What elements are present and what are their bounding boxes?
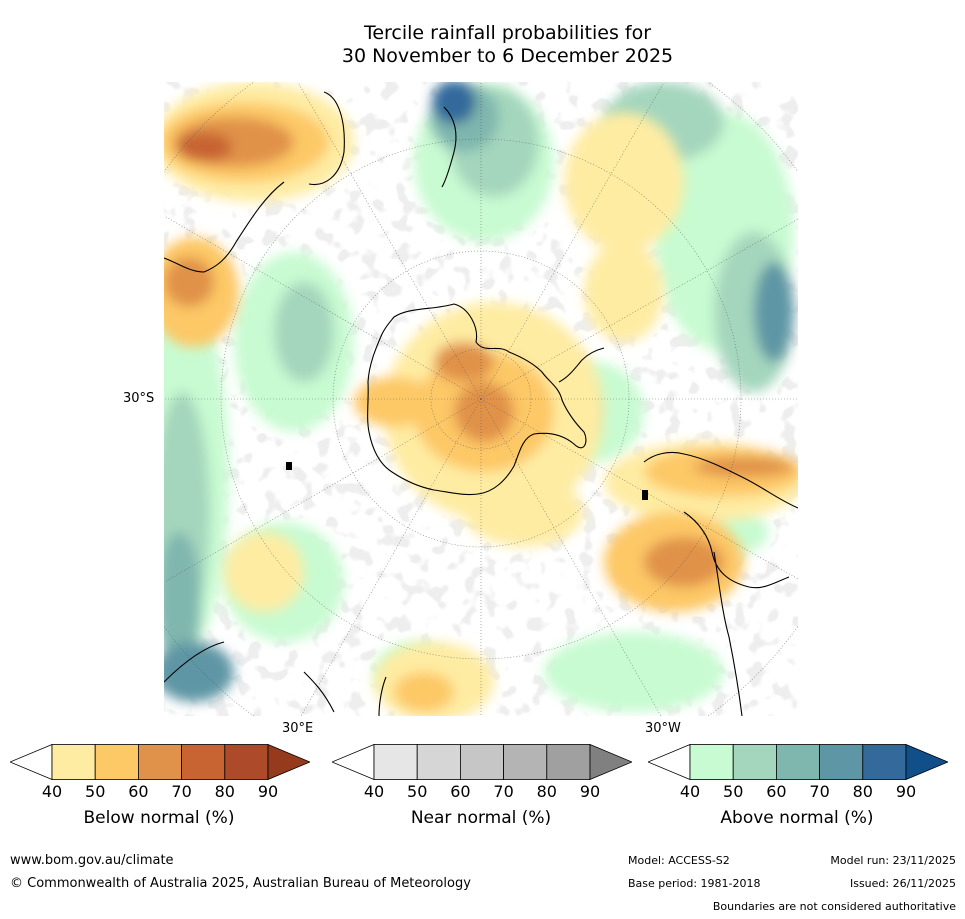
colorbar-above-tick-40: 40 — [679, 782, 701, 801]
colorbar-near-normal — [330, 743, 634, 784]
colorbar-near-bin-3 — [459, 744, 504, 780]
island-kerguelen — [286, 462, 292, 470]
footer-base-period: Base period: 1981-2018 — [628, 877, 761, 890]
below-normal-regions — [164, 82, 798, 716]
colorbar-below-normal — [8, 743, 312, 784]
colorbar-above-normal — [646, 743, 950, 784]
colorbar-near-under — [330, 743, 375, 781]
colorbar-below-title: Below normal (%) — [83, 808, 235, 828]
colorbar-near-tick-60: 60 — [450, 782, 471, 801]
colorbar-below-tick-60: 60 — [128, 782, 149, 801]
colorbar-near-tick-50: 50 — [407, 782, 428, 801]
colorbar-above-bin-3 — [775, 744, 820, 780]
colorbar-svg-below — [8, 743, 312, 781]
lon-label-30e: 30°E — [282, 721, 314, 736]
colorbar-above-title: Above normal (%) — [720, 808, 874, 828]
colorbar-above-tick-90: 90 — [895, 782, 917, 801]
lon-label-30w: 30°W — [645, 721, 681, 736]
colorbar-above-bin-1 — [689, 744, 734, 780]
colorbar-svg-above — [646, 743, 950, 781]
antarctica-coastline — [367, 303, 587, 496]
colorbar-below-bin-3 — [137, 744, 182, 780]
colorbar-above-tick-70: 70 — [809, 782, 830, 801]
colorbar-near-tick-90: 90 — [579, 782, 601, 801]
colorbar-below-tick-50: 50 — [85, 782, 106, 801]
lat-label-30s: 30°S — [123, 391, 155, 406]
colorbar-below-bin-2 — [94, 744, 139, 780]
colorbar-near-bin-1 — [373, 744, 418, 780]
colorbar-near-bin-2 — [416, 744, 461, 780]
title-line-2: 30 November to 6 December 2025 — [341, 45, 674, 67]
footer-issued: Issued: 26/11/2025 — [849, 877, 956, 890]
rainfall-probability-map — [164, 82, 798, 716]
chart-title: Tercile rainfall probabilities for 30 No… — [0, 22, 965, 68]
colorbar-below-tick-70: 70 — [171, 782, 192, 801]
colorbar-near-tick-70: 70 — [493, 782, 514, 801]
colorbar-below-bin-5 — [224, 744, 269, 780]
islands — [286, 462, 648, 500]
antarctic-peninsula — [558, 347, 605, 383]
colorbar-above-bin-5 — [862, 744, 907, 780]
colorbar-below-tick-40: 40 — [41, 782, 63, 801]
colorbar-near-title: Near normal (%) — [410, 808, 552, 828]
footer-url: www.bom.gov.au/climate — [10, 853, 174, 868]
footer-disclaimer: Boundaries are not considered authoritat… — [712, 900, 956, 913]
title-line-1: Tercile rainfall probabilities for — [363, 22, 652, 44]
colorbar-above-bin-2 — [732, 744, 777, 780]
australia-coastline — [164, 641, 387, 716]
colorbar-near-bin-5 — [546, 744, 591, 780]
colorbar-below-bin-4 — [181, 744, 226, 780]
colorbar-below-bin-1 — [51, 744, 96, 780]
africa-coastline — [164, 91, 345, 273]
colorbar-near-bin-4 — [503, 744, 548, 780]
footer-model-run: Model run: 23/11/2025 — [830, 854, 956, 867]
colorbar-below-over — [267, 743, 312, 781]
colorbar-above-tick-60: 60 — [766, 782, 787, 801]
colorbar-near-over — [589, 743, 634, 781]
footer-model: Model: ACCESS-S2 — [628, 854, 730, 867]
colorbar-above-under — [646, 743, 691, 781]
new-zealand-coastline — [441, 106, 457, 188]
colorbar-below-tick-80: 80 — [214, 782, 235, 801]
colorbar-below-tick-90: 90 — [257, 782, 279, 801]
coastlines — [164, 91, 798, 716]
graticule — [164, 82, 798, 716]
map-svg — [164, 82, 798, 716]
colorbar-near-tick-40: 40 — [363, 782, 385, 801]
footer-copyright: © Commonwealth of Australia 2025, Austra… — [10, 876, 471, 891]
colorbar-near-tick-80: 80 — [536, 782, 557, 801]
colorbar-above-over — [905, 743, 950, 781]
south-america-coastline — [643, 451, 798, 716]
colorbar-above-tick-80: 80 — [852, 782, 873, 801]
island-falklands — [642, 490, 648, 500]
colorbar-below-under — [8, 743, 53, 781]
colorbar-above-bin-4 — [819, 744, 864, 780]
colorbar-svg-near — [330, 743, 634, 781]
colorbar-above-tick-50: 50 — [723, 782, 744, 801]
